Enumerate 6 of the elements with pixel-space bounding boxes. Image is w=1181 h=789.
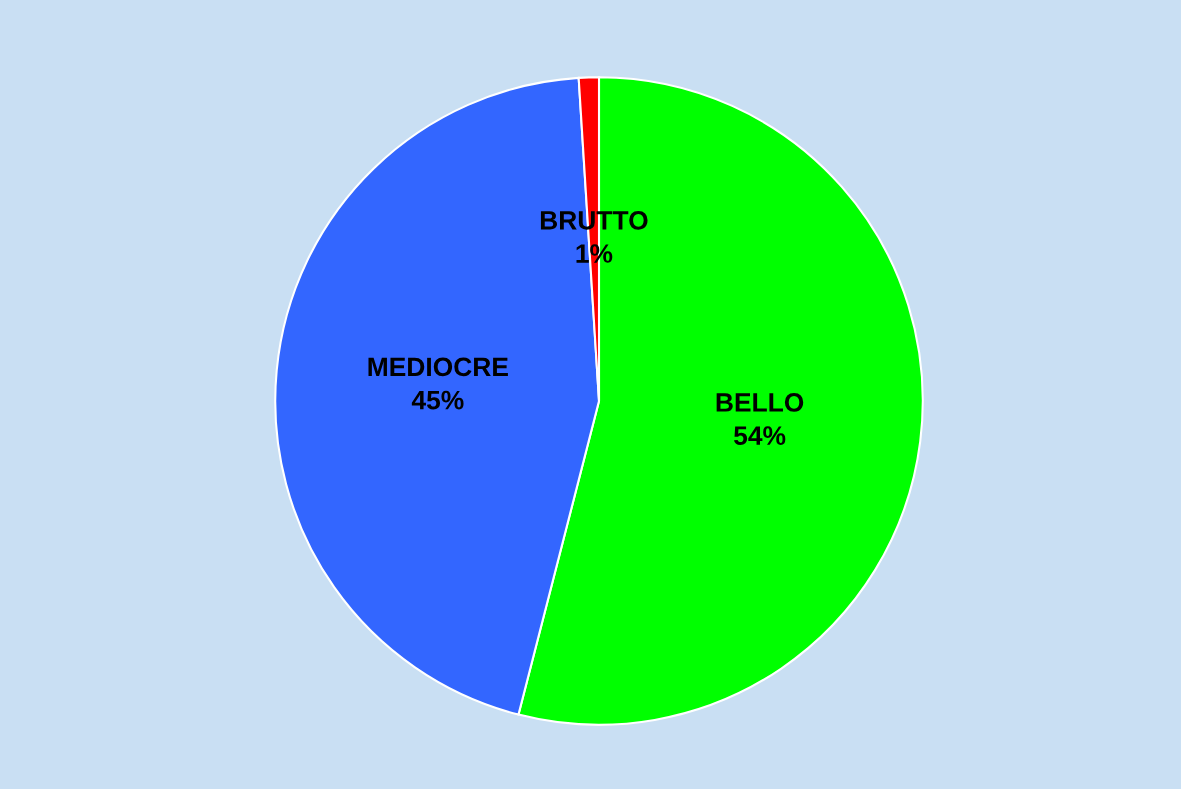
data-label: 45% [411, 390, 464, 410]
slice-label: BELLO [716, 393, 804, 412]
slice-label: MEDIOCRE [368, 357, 508, 377]
slice-label: BRUTTO [540, 210, 648, 230]
data-label: 54% [734, 426, 786, 445]
data-label: 1% [576, 244, 613, 263]
